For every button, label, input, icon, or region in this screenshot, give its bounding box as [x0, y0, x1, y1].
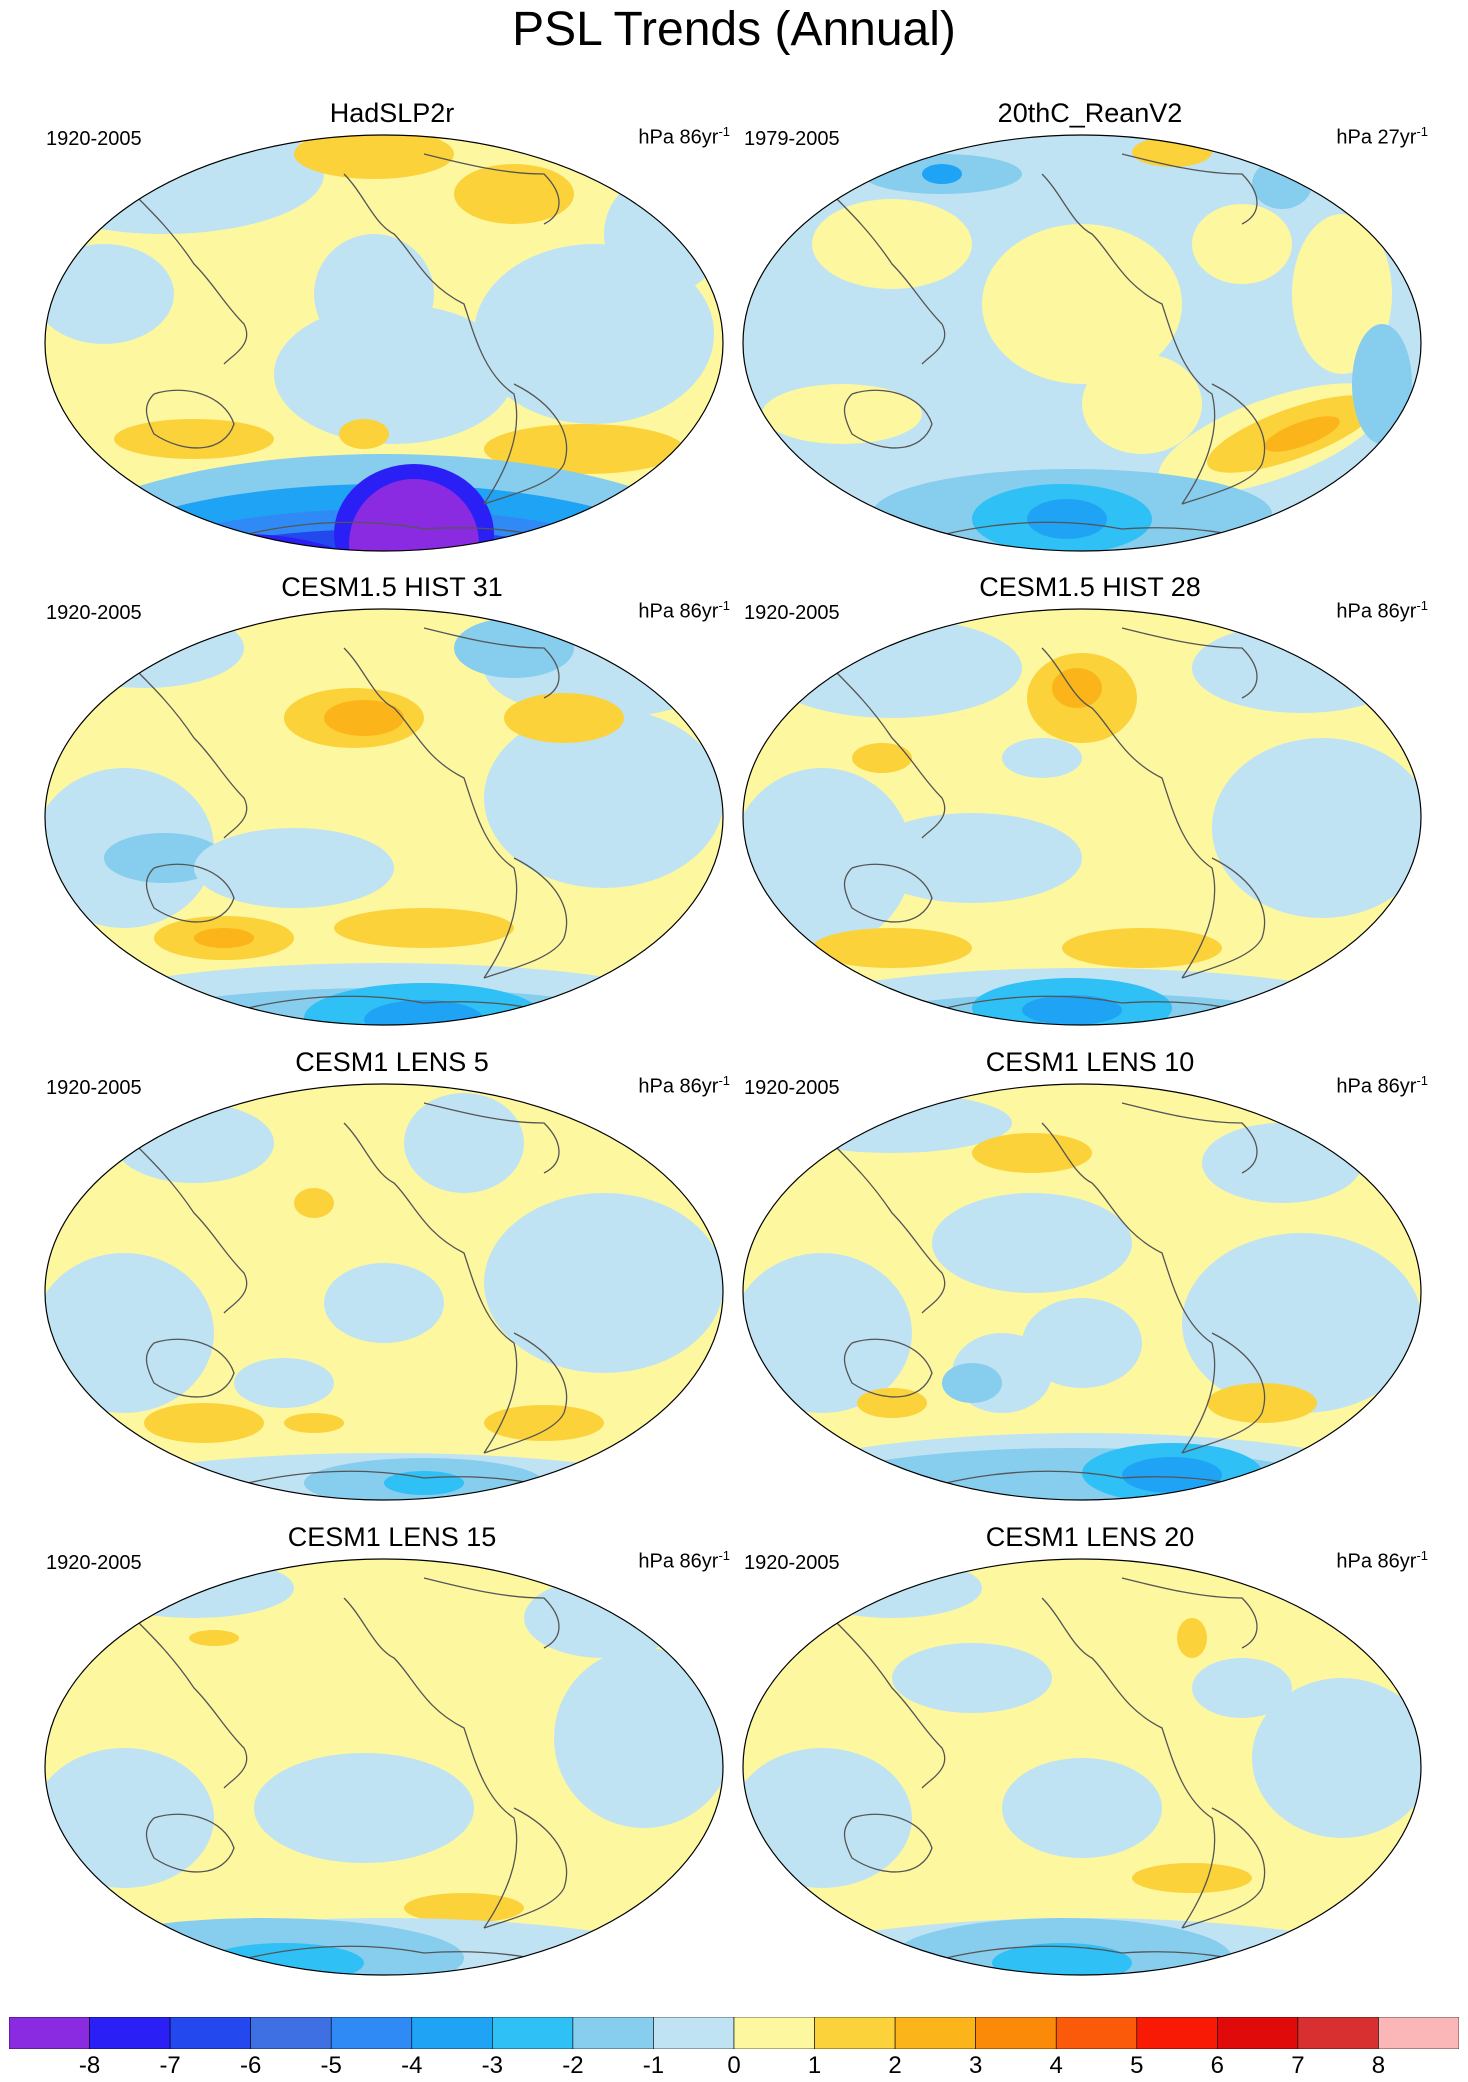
colorbar-tick-label: -3 [481, 2052, 503, 2079]
panel-units: hPa 86yr-1 [1336, 1548, 1428, 1573]
colorbar-tick-label: 2 [888, 2052, 902, 2079]
map-panel: CESM1.5 HIST 31 1920-2005 hPa 86yr-1 [42, 570, 742, 1040]
colorbar-segment [1378, 2017, 1459, 2049]
colorbar-segment [572, 2017, 654, 2049]
map-outline [742, 608, 1422, 1026]
colorbar-segment [250, 2017, 332, 2049]
map-robinson [742, 608, 1422, 1026]
coastlines [133, 627, 625, 1025]
colorbar-segment [1136, 2017, 1218, 2049]
panel-title: CESM1 LENS 10 [985, 1047, 1195, 1077]
panel-years: 1920-2005 [46, 1552, 142, 1574]
colorbar-segment [653, 2017, 735, 2049]
map-panel: CESM1.5 HIST 28 1920-2005 hPa 86yr-1 [740, 570, 1440, 1040]
colorbar [9, 2017, 1459, 2049]
map-outline [44, 1558, 724, 1976]
map-panel: 20thC_ReanV2 1979-2005 hPa 27yr-1 [740, 96, 1440, 566]
colorbar-tick-label: -6 [239, 2052, 262, 2079]
panel-years: 1979-2005 [744, 128, 840, 150]
map-robinson [44, 134, 724, 552]
map-robinson [742, 134, 1422, 552]
map-outline [44, 1083, 724, 1501]
colorbar-segment [1297, 2017, 1379, 2049]
colorbar-segment [9, 2017, 90, 2049]
map-outline [742, 134, 1422, 552]
panel-years: 1920-2005 [744, 602, 840, 624]
colorbar-tick-label: 3 [968, 2052, 983, 2079]
colorbar-segment [814, 2017, 896, 2049]
panel-units: hPa 86yr-1 [638, 598, 730, 623]
colorbar-tick-label: 5 [1130, 2052, 1144, 2079]
panel-units: hPa 86yr-1 [638, 124, 730, 149]
panel-years: 1920-2005 [744, 1077, 840, 1099]
map-outline [742, 1083, 1422, 1501]
panel-title: 20thC_ReanV2 [997, 98, 1183, 128]
panel-units: hPa 86yr-1 [638, 1073, 730, 1098]
panel-years: 1920-2005 [46, 602, 142, 624]
panel-title: CESM1.5 HIST 28 [979, 572, 1201, 602]
panel-units: hPa 86yr-1 [1336, 1073, 1428, 1098]
colorbar-tick-label: -5 [320, 2052, 342, 2079]
map-outline [742, 1558, 1422, 1976]
map-robinson [44, 1558, 724, 1976]
colorbar-segment [492, 2017, 574, 2049]
colorbar-segment [894, 2017, 976, 2049]
panel-title: CESM1 LENS 5 [295, 1047, 489, 1077]
map-robinson [44, 608, 724, 1026]
colorbar-tick-label: -4 [401, 2052, 423, 2079]
colorbar-tick-label: 8 [1371, 2052, 1386, 2079]
colorbar-segment [411, 2017, 493, 2049]
colorbar-segment [1217, 2017, 1299, 2049]
map-robinson [742, 1558, 1422, 1976]
panel-units: hPa 86yr-1 [1336, 598, 1428, 623]
colorbar-segment [330, 2017, 413, 2049]
figure-title: PSL Trends (Annual) [512, 3, 956, 56]
colorbar-segment [733, 2017, 815, 2049]
colorbar-tick-label: -7 [159, 2052, 181, 2079]
panel-years: 1920-2005 [46, 128, 142, 150]
colorbar-tick-label: -2 [562, 2052, 584, 2079]
map-panel: CESM1 LENS 20 1920-2005 hPa 86yr-1 [740, 1520, 1440, 1990]
map-outline [44, 134, 724, 552]
panel-years: 1920-2005 [46, 1077, 142, 1099]
coastlines [831, 1577, 1323, 1975]
colorbar-tick-label: 7 [1291, 2052, 1305, 2079]
panel-title: CESM1 LENS 20 [985, 1522, 1195, 1552]
panel-years: 1920-2005 [744, 1552, 840, 1574]
panel-units: hPa 86yr-1 [638, 1548, 730, 1573]
colorbar-tick-label: 0 [727, 2052, 741, 2079]
colorbar-labels: -8 -7 -6 -5 -4 -3 -2 -1 0 1 2 3 4 5 6 7 8 [9, 2052, 1459, 2082]
colorbar-tick-label: -8 [78, 2052, 101, 2079]
map-outline [44, 608, 724, 1026]
panel-units: hPa 27yr-1 [1336, 124, 1428, 149]
colorbar-segment [1055, 2017, 1138, 2049]
colorbar-segment [169, 2017, 251, 2049]
colorbar-tick-label: 1 [807, 2052, 822, 2079]
map-panel: HadSLP2r 1920-2005 hPa 86yr-1 [42, 96, 742, 566]
colorbar-segment [89, 2017, 171, 2049]
map-robinson [742, 1083, 1422, 1501]
panel-title: CESM1 LENS 15 [287, 1522, 497, 1552]
map-robinson [44, 1083, 724, 1501]
colorbar-tick-label: 6 [1210, 2052, 1224, 2079]
map-panel: CESM1 LENS 5 1920-2005 hPa 86yr-1 [42, 1045, 742, 1515]
colorbar-tick-label: -1 [642, 2052, 665, 2079]
colorbar-segment [975, 2017, 1057, 2049]
map-panel: CESM1 LENS 10 1920-2005 hPa 86yr-1 [740, 1045, 1440, 1515]
colorbar-tick-label: 4 [1049, 2052, 1063, 2079]
panel-title: CESM1.5 HIST 31 [281, 572, 503, 602]
panel-title: HadSLP2r [329, 98, 455, 128]
map-panel: CESM1 LENS 15 1920-2005 hPa 86yr-1 [42, 1520, 742, 1990]
